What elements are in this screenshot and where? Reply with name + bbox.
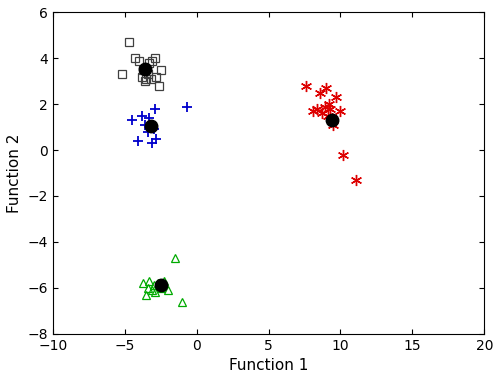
Y-axis label: Function 2: Function 2	[7, 133, 22, 213]
X-axis label: Function 1: Function 1	[229, 358, 308, 373]
